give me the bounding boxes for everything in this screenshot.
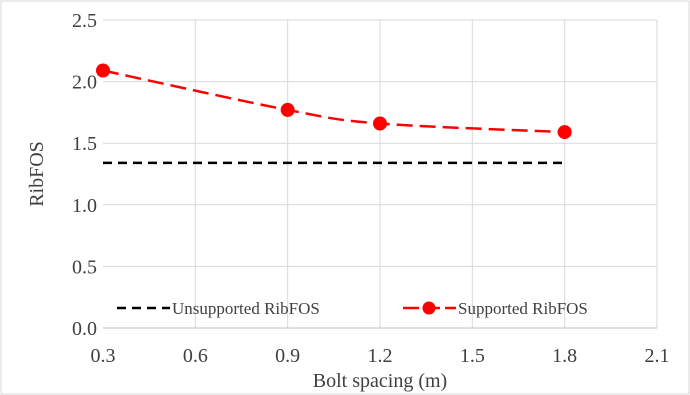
y-tick-labels: 0.0 0.5 1.0 1.5 2.0 2.5 [72,10,97,340]
y-tick-label: 2.5 [72,10,97,32]
x-tick-labels: 0.3 0.6 0.9 1.2 1.5 1.8 2.1 [91,345,670,367]
x-tick-label: 0.6 [183,345,208,367]
gridlines [103,19,658,328]
x-tick-label: 1.5 [460,345,485,367]
y-tick-label: 1.5 [72,133,97,155]
y-tick-label: 1.0 [72,195,97,217]
legend-swatch-marker [422,301,436,315]
x-tick-label: 2.1 [645,345,670,367]
x-tick-label: 0.3 [91,345,116,367]
data-point [557,125,572,140]
data-point [373,116,387,131]
series-line-1 [102,69,565,134]
series-layer [96,63,572,165]
legend-label: Unsupported RibFOS [172,299,320,318]
data-point [280,102,295,117]
legend: Unsupported RibFOS Supported RibFOS [117,299,588,318]
x-tick-label: 1.8 [552,345,577,367]
legend-label: Supported RibFOS [458,299,588,318]
y-tick-label: 0.0 [72,318,97,340]
y-tick-label: 0.5 [72,256,97,278]
x-axis-label: Bolt spacing (m) [313,370,447,392]
x-tick-label: 0.9 [275,345,300,367]
y-axis-label: RibFOS [26,141,48,207]
data-point [96,63,110,78]
x-tick-label: 1.2 [368,345,393,367]
y-tick-label: 2.0 [72,72,97,94]
